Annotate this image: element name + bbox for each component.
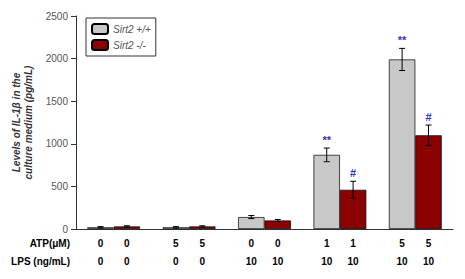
svg-text:0: 0 bbox=[173, 256, 179, 267]
svg-text:0: 0 bbox=[124, 238, 130, 249]
svg-text:10: 10 bbox=[321, 256, 333, 267]
svg-text:10: 10 bbox=[348, 256, 360, 267]
svg-text:LPS (ng/mL): LPS (ng/mL) bbox=[11, 256, 70, 267]
svg-text:1: 1 bbox=[324, 238, 330, 249]
svg-text:#: # bbox=[425, 111, 431, 123]
svg-text:0: 0 bbox=[275, 238, 281, 249]
svg-text:5: 5 bbox=[200, 238, 206, 249]
svg-text:culture medium (pg/mL): culture medium (pg/mL) bbox=[23, 65, 34, 180]
svg-text:ATP(μM): ATP(μM) bbox=[30, 238, 70, 249]
svg-text:10: 10 bbox=[246, 256, 258, 267]
svg-text:10: 10 bbox=[272, 256, 284, 267]
svg-text:0: 0 bbox=[249, 238, 255, 249]
svg-text:0: 0 bbox=[124, 256, 130, 267]
svg-text:5: 5 bbox=[426, 238, 432, 249]
svg-text:#: # bbox=[350, 167, 356, 179]
svg-text:1000: 1000 bbox=[46, 138, 69, 149]
svg-text:500: 500 bbox=[51, 181, 68, 192]
svg-text:**: ** bbox=[322, 134, 331, 146]
svg-text:0: 0 bbox=[98, 238, 104, 249]
svg-text:2500: 2500 bbox=[46, 11, 69, 22]
svg-text:0: 0 bbox=[98, 256, 104, 267]
svg-text:**: ** bbox=[398, 34, 407, 46]
svg-text:5: 5 bbox=[173, 238, 179, 249]
svg-text:Sirt2 -/-: Sirt2 -/- bbox=[113, 40, 146, 51]
svg-text:0: 0 bbox=[200, 256, 206, 267]
svg-text:0: 0 bbox=[62, 224, 68, 235]
svg-text:Sirt2 +/+: Sirt2 +/+ bbox=[113, 24, 151, 35]
svg-text:10: 10 bbox=[397, 256, 409, 267]
svg-text:Levels of IL-1β in the: Levels of IL-1β in the bbox=[11, 72, 22, 172]
svg-text:10: 10 bbox=[423, 256, 435, 267]
svg-text:2000: 2000 bbox=[46, 53, 69, 64]
svg-text:5: 5 bbox=[399, 238, 405, 249]
svg-text:1500: 1500 bbox=[46, 96, 69, 107]
svg-text:1: 1 bbox=[350, 238, 356, 249]
